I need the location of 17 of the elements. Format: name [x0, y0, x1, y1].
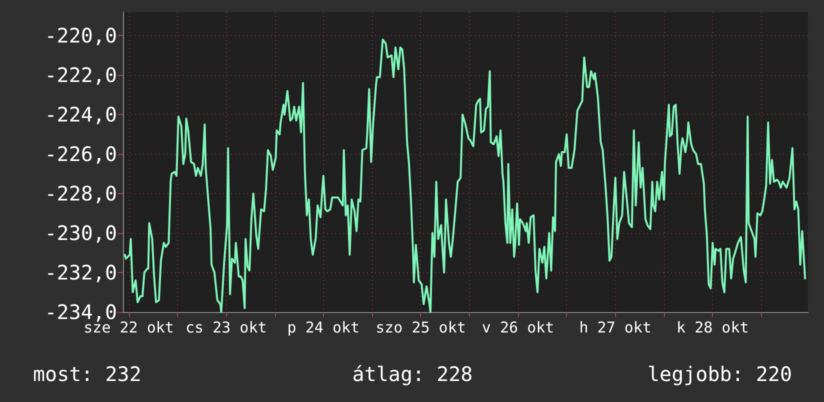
y-tick-label: -222,0 [44, 63, 117, 88]
y-tick-label: -224,0 [44, 102, 117, 127]
y-tick-label: -234,0 [44, 300, 117, 324]
y-tick-label: -220,0 [44, 24, 117, 48]
y-tick-label: -230,0 [44, 221, 117, 246]
x-tick-label: p 24 okt [287, 318, 360, 336]
text: most: 232 [33, 362, 142, 386]
y-tick-label: -226,0 [44, 142, 117, 166]
x-tick-label: h 27 okt [579, 318, 652, 336]
y-tick-label: -232,0 [44, 260, 117, 285]
x-tick-label: cs 23 okt [185, 318, 267, 336]
text: legjobb: 220 [648, 362, 792, 386]
x-tick-label: szo 25 okt [376, 318, 466, 336]
x-tick-label: v 26 okt [482, 318, 554, 336]
y-tick-label: -228,0 [44, 182, 117, 206]
text: átlag: 228 [352, 362, 473, 386]
x-tick-label: k 28 okt [676, 318, 749, 336]
